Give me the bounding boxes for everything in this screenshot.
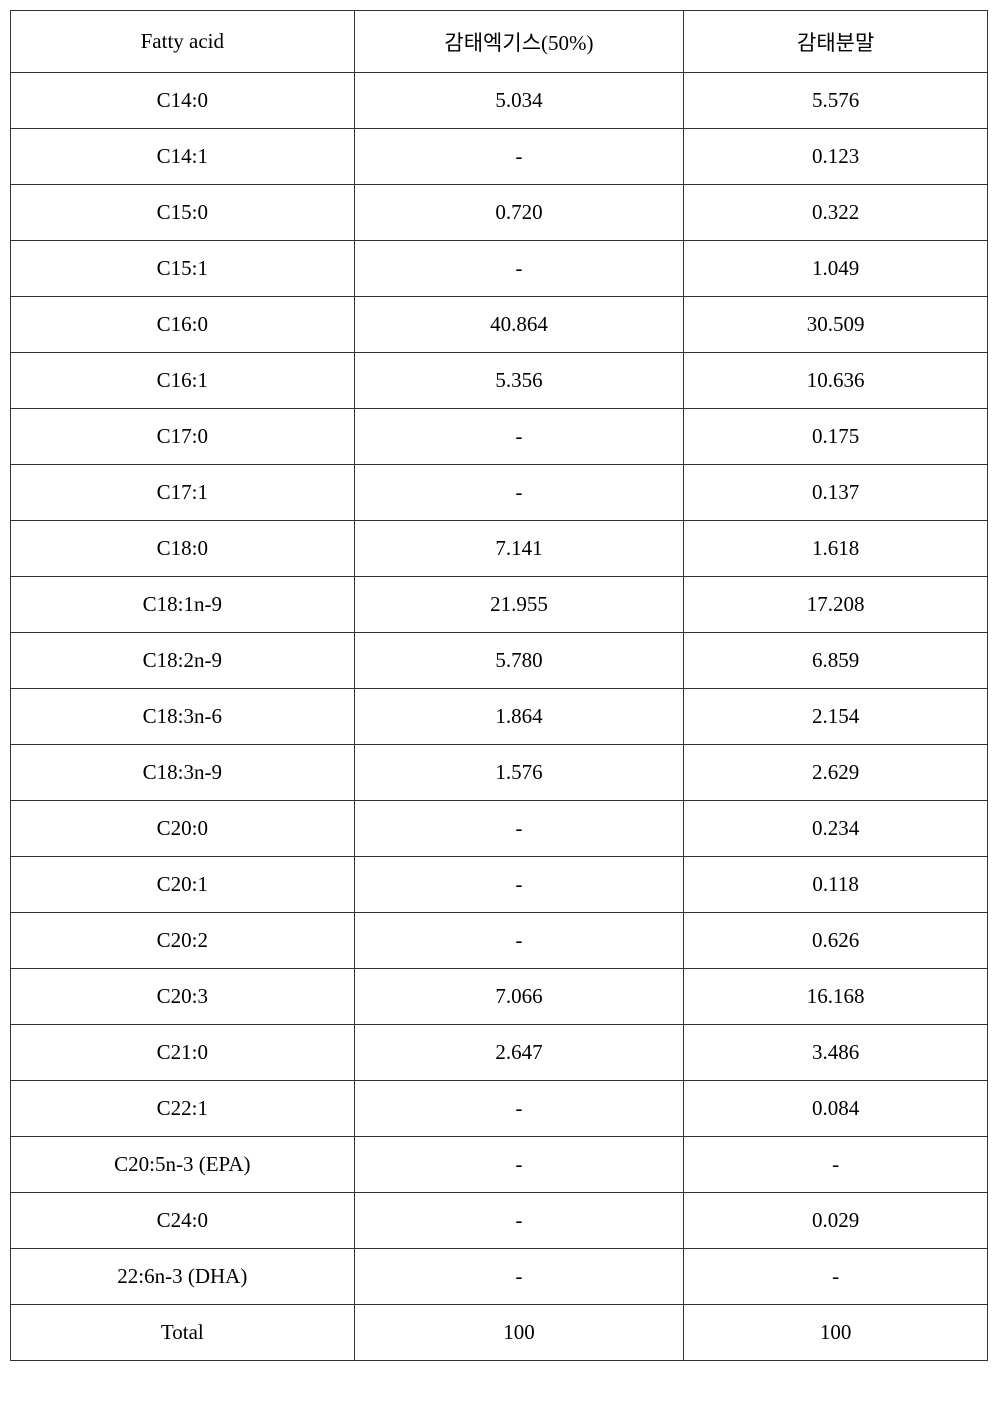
fatty-acid-table: Fatty acid 감태엑기스(50%) 감태분말 C14:0 5.034 5… <box>10 10 988 1361</box>
cell-extract: - <box>354 1081 684 1137</box>
table-row: C16:1 5.356 10.636 <box>11 353 988 409</box>
table-body: C14:0 5.034 5.576 C14:1 - 0.123 C15:0 0.… <box>11 73 988 1361</box>
table-header-row: Fatty acid 감태엑기스(50%) 감태분말 <box>11 11 988 73</box>
table-row: C20:0 - 0.234 <box>11 801 988 857</box>
cell-extract: 7.066 <box>354 969 684 1025</box>
cell-extract: 100 <box>354 1305 684 1361</box>
cell-extract: - <box>354 129 684 185</box>
cell-powder: 100 <box>684 1305 988 1361</box>
cell-fatty-acid: C18:2n-9 <box>11 633 355 689</box>
table-row: C15:0 0.720 0.322 <box>11 185 988 241</box>
cell-extract: 21.955 <box>354 577 684 633</box>
table-row: C18:3n-6 1.864 2.154 <box>11 689 988 745</box>
table-row: C14:0 5.034 5.576 <box>11 73 988 129</box>
cell-fatty-acid: C17:1 <box>11 465 355 521</box>
table-row: Total 100 100 <box>11 1305 988 1361</box>
table-row: 22:6n-3 (DHA) - - <box>11 1249 988 1305</box>
cell-powder: - <box>684 1249 988 1305</box>
cell-powder: 10.636 <box>684 353 988 409</box>
table-row: C22:1 - 0.084 <box>11 1081 988 1137</box>
table-row: C18:1n-9 21.955 17.208 <box>11 577 988 633</box>
cell-fatty-acid: C15:1 <box>11 241 355 297</box>
table-row: C24:0 - 0.029 <box>11 1193 988 1249</box>
cell-extract: 40.864 <box>354 297 684 353</box>
cell-powder: 0.137 <box>684 465 988 521</box>
cell-powder: 6.859 <box>684 633 988 689</box>
table-row: C16:0 40.864 30.509 <box>11 297 988 353</box>
table-row: C21:0 2.647 3.486 <box>11 1025 988 1081</box>
table-row: C17:0 - 0.175 <box>11 409 988 465</box>
cell-powder: 1.049 <box>684 241 988 297</box>
cell-fatty-acid: C18:1n-9 <box>11 577 355 633</box>
cell-powder: 0.626 <box>684 913 988 969</box>
header-fatty-acid: Fatty acid <box>11 11 355 73</box>
cell-fatty-acid: C16:0 <box>11 297 355 353</box>
cell-powder: 3.486 <box>684 1025 988 1081</box>
cell-extract: 1.576 <box>354 745 684 801</box>
table-row: C20:3 7.066 16.168 <box>11 969 988 1025</box>
cell-extract: - <box>354 913 684 969</box>
cell-fatty-acid: 22:6n-3 (DHA) <box>11 1249 355 1305</box>
cell-powder: 0.322 <box>684 185 988 241</box>
cell-fatty-acid: C15:0 <box>11 185 355 241</box>
cell-powder: 0.084 <box>684 1081 988 1137</box>
cell-extract: - <box>354 1137 684 1193</box>
table-row: C18:3n-9 1.576 2.629 <box>11 745 988 801</box>
cell-fatty-acid: C20:1 <box>11 857 355 913</box>
cell-powder: 0.175 <box>684 409 988 465</box>
cell-fatty-acid: C14:1 <box>11 129 355 185</box>
cell-powder: 16.168 <box>684 969 988 1025</box>
header-extract: 감태엑기스(50%) <box>354 11 684 73</box>
cell-powder: 0.118 <box>684 857 988 913</box>
header-powder: 감태분말 <box>684 11 988 73</box>
cell-fatty-acid: C18:3n-6 <box>11 689 355 745</box>
cell-extract: 2.647 <box>354 1025 684 1081</box>
cell-extract: 1.864 <box>354 689 684 745</box>
table-row: C18:0 7.141 1.618 <box>11 521 988 577</box>
cell-fatty-acid: C17:0 <box>11 409 355 465</box>
cell-powder: 2.629 <box>684 745 988 801</box>
cell-fatty-acid: C20:2 <box>11 913 355 969</box>
cell-extract: 5.356 <box>354 353 684 409</box>
cell-extract: 5.034 <box>354 73 684 129</box>
cell-extract: - <box>354 801 684 857</box>
cell-powder: 17.208 <box>684 577 988 633</box>
cell-extract: - <box>354 1249 684 1305</box>
cell-extract: - <box>354 241 684 297</box>
cell-extract: - <box>354 857 684 913</box>
cell-powder: 0.123 <box>684 129 988 185</box>
cell-fatty-acid: C22:1 <box>11 1081 355 1137</box>
cell-powder: 5.576 <box>684 73 988 129</box>
cell-fatty-acid: C20:5n-3 (EPA) <box>11 1137 355 1193</box>
cell-fatty-acid: C20:3 <box>11 969 355 1025</box>
cell-extract: 0.720 <box>354 185 684 241</box>
cell-fatty-acid: Total <box>11 1305 355 1361</box>
cell-fatty-acid: C14:0 <box>11 73 355 129</box>
cell-powder: - <box>684 1137 988 1193</box>
cell-fatty-acid: C18:0 <box>11 521 355 577</box>
table-row: C18:2n-9 5.780 6.859 <box>11 633 988 689</box>
cell-extract: - <box>354 409 684 465</box>
cell-powder: 30.509 <box>684 297 988 353</box>
cell-fatty-acid: C21:0 <box>11 1025 355 1081</box>
cell-extract: 5.780 <box>354 633 684 689</box>
table-row: C20:2 - 0.626 <box>11 913 988 969</box>
cell-powder: 1.618 <box>684 521 988 577</box>
cell-extract: 7.141 <box>354 521 684 577</box>
table-row: C15:1 - 1.049 <box>11 241 988 297</box>
table-row: C17:1 - 0.137 <box>11 465 988 521</box>
table-row: C20:1 - 0.118 <box>11 857 988 913</box>
cell-powder: 0.234 <box>684 801 988 857</box>
cell-powder: 2.154 <box>684 689 988 745</box>
cell-fatty-acid: C20:0 <box>11 801 355 857</box>
cell-extract: - <box>354 1193 684 1249</box>
cell-fatty-acid: C18:3n-9 <box>11 745 355 801</box>
cell-powder: 0.029 <box>684 1193 988 1249</box>
table-row: C14:1 - 0.123 <box>11 129 988 185</box>
cell-fatty-acid: C24:0 <box>11 1193 355 1249</box>
table-row: C20:5n-3 (EPA) - - <box>11 1137 988 1193</box>
cell-fatty-acid: C16:1 <box>11 353 355 409</box>
cell-extract: - <box>354 465 684 521</box>
